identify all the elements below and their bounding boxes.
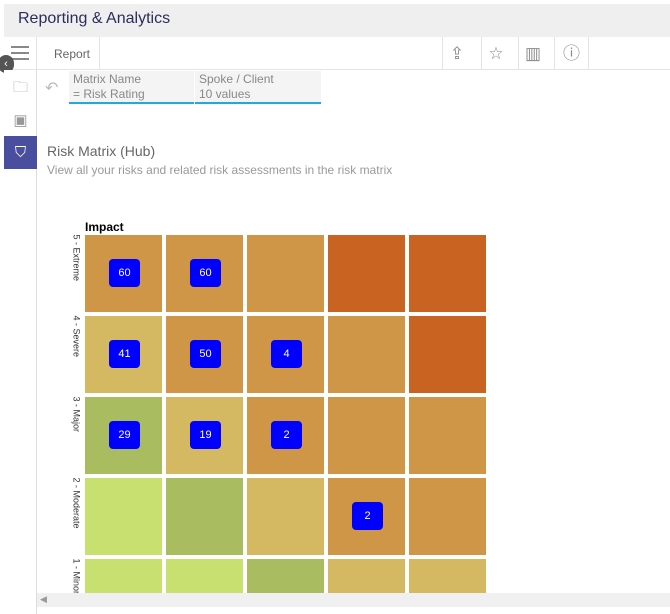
collapse-sidebar-button[interactable]: ‹ <box>0 55 14 73</box>
matrix-cell[interactable] <box>409 235 486 312</box>
scroll-left-icon[interactable]: ◀ <box>40 594 47 604</box>
row-label: 3 - Major <box>71 396 81 433</box>
report-book-icon[interactable]: ▥ <box>518 37 547 70</box>
report-subtitle: View all your risks and related risk ass… <box>47 163 393 177</box>
sidebar: 🗀 ▣ ⛉ <box>4 70 37 614</box>
undo-icon[interactable]: ↶ <box>45 80 59 97</box>
impact-axis-title: Impact <box>85 220 124 234</box>
matrix-cell[interactable] <box>328 316 405 393</box>
tab-report[interactable]: Report <box>37 37 100 70</box>
risk-matrix: 5 - Extreme 60 60 4 - Severe 41 50 4 3 - Major 2… <box>37 230 670 593</box>
matrix-cell[interactable]: 29 <box>85 397 162 474</box>
bookmark-icon[interactable]: ▣ <box>13 112 28 129</box>
filter-value: 10 values <box>199 87 251 101</box>
filter-value: = Risk Rating <box>73 87 145 101</box>
row-label: 2 - Moderate <box>71 477 81 529</box>
info-icon[interactable]: ⓘ <box>554 37 589 70</box>
filter-icon[interactable]: ⛉ <box>4 136 37 169</box>
count-badge[interactable]: 41 <box>109 340 140 368</box>
app-title: Reporting & Analytics <box>18 10 171 27</box>
matrix-cell[interactable]: 2 <box>247 397 324 474</box>
count-badge[interactable]: 29 <box>109 421 140 449</box>
count-badge[interactable]: 19 <box>190 421 221 449</box>
count-badge[interactable]: 50 <box>190 340 221 368</box>
count-badge[interactable]: 60 <box>109 259 140 287</box>
matrix-cell[interactable] <box>247 478 324 555</box>
count-badge[interactable]: 60 <box>190 259 221 287</box>
filter-matrix-name[interactable]: Matrix Name = Risk Rating <box>69 71 194 104</box>
filter-spoke-client[interactable]: Spoke / Client 10 values <box>195 71 321 104</box>
filter-label: Spoke / Client <box>199 72 274 86</box>
filter-label: Matrix Name <box>73 72 142 86</box>
row-label: 5 - Extreme <box>71 234 81 282</box>
star-icon[interactable]: ☆ <box>481 37 510 70</box>
matrix-cell[interactable] <box>409 397 486 474</box>
count-badge[interactable]: 4 <box>271 340 302 368</box>
matrix-cell[interactable] <box>328 235 405 312</box>
matrix-cell[interactable] <box>409 316 486 393</box>
toolbar: Report ⇪ ☆ ▥ ⓘ <box>4 37 670 70</box>
matrix-cell[interactable]: 41 <box>85 316 162 393</box>
matrix-cell[interactable] <box>409 478 486 555</box>
matrix-cell[interactable]: 4 <box>247 316 324 393</box>
report-title: Risk Matrix (Hub) <box>47 143 156 159</box>
matrix-cell[interactable] <box>328 559 405 593</box>
hamburger-menu-icon[interactable] <box>4 37 37 70</box>
matrix-cell[interactable] <box>85 559 162 593</box>
share-icon[interactable]: ⇪ <box>442 37 471 70</box>
matrix-cell[interactable]: 2 <box>328 478 405 555</box>
count-badge[interactable]: 2 <box>352 502 383 530</box>
matrix-cell[interactable] <box>166 478 243 555</box>
matrix-cell[interactable]: 60 <box>166 235 243 312</box>
matrix-cell[interactable] <box>409 559 486 593</box>
folder-icon[interactable]: 🗀 <box>12 79 28 96</box>
matrix-cell[interactable]: 50 <box>166 316 243 393</box>
matrix-cell[interactable] <box>247 235 324 312</box>
row-label: 1 - Minor <box>71 558 81 594</box>
matrix-cell[interactable]: 19 <box>166 397 243 474</box>
matrix-cell[interactable] <box>247 559 324 593</box>
horizontal-scrollbar[interactable]: ◀ <box>37 593 670 607</box>
matrix-cell[interactable] <box>328 397 405 474</box>
matrix-cell[interactable] <box>166 559 243 593</box>
row-label: 4 - Severe <box>71 315 81 358</box>
matrix-cell[interactable] <box>85 478 162 555</box>
matrix-cell[interactable]: 60 <box>85 235 162 312</box>
app-header: Reporting & Analytics <box>4 4 670 37</box>
count-badge[interactable]: 2 <box>271 421 302 449</box>
